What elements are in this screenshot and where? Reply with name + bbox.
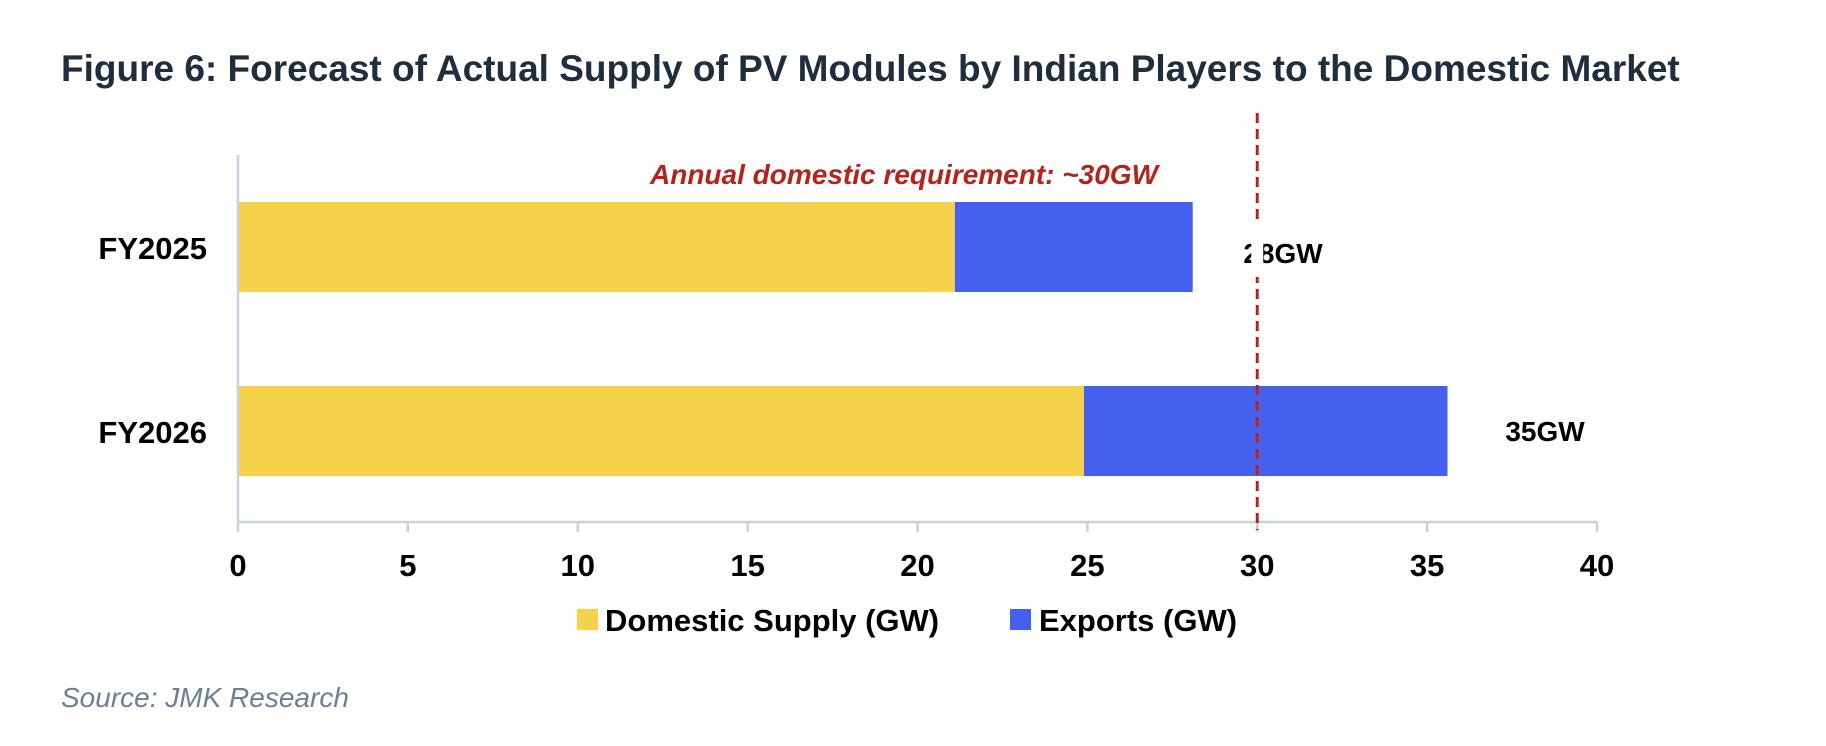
x-tick-label: 15 [730,548,764,583]
x-tick-label: 5 [399,548,416,583]
legend-swatch [577,609,598,630]
reference-line-gap [1251,222,1264,277]
bar-fy2025-domestic-supply-gw [238,202,955,292]
total-label: 35GW [1505,416,1585,447]
chart-title: Figure 6: Forecast of Actual Supply of P… [61,48,1680,89]
legend: Domestic Supply (GW) Exports (GW) [577,603,1237,638]
category-label: FY2026 [98,415,207,450]
bar-fy2026-exports-gw [1083,386,1448,476]
bar-fy2025-exports-gw [954,202,1193,292]
axes-layer: 0 5 10 15 20 25 30 35 40 [229,155,1614,583]
legend-label: Exports (GW) [1039,603,1237,638]
reference-annotation: Annual domestic requirement: ~30GW [649,159,1161,190]
reference-line-layer: Annual domestic requirement: ~30GW [649,113,1264,530]
x-tick-label: 20 [900,548,934,583]
category-label: FY2025 [98,231,207,266]
source-note: Source: JMK Research [61,682,349,713]
legend-label: Domestic Supply (GW) [605,603,939,638]
x-tick-label: 30 [1240,548,1274,583]
bar-fy2026-domestic-supply-gw [238,386,1084,476]
legend-swatch [1010,609,1031,630]
x-tick-label: 25 [1070,548,1104,583]
x-tick-label: 10 [561,548,595,583]
x-tick-label: 40 [1580,548,1614,583]
bars-layer [238,202,1448,476]
x-tick-label: 0 [229,548,246,583]
x-tick-label: 35 [1410,548,1444,583]
